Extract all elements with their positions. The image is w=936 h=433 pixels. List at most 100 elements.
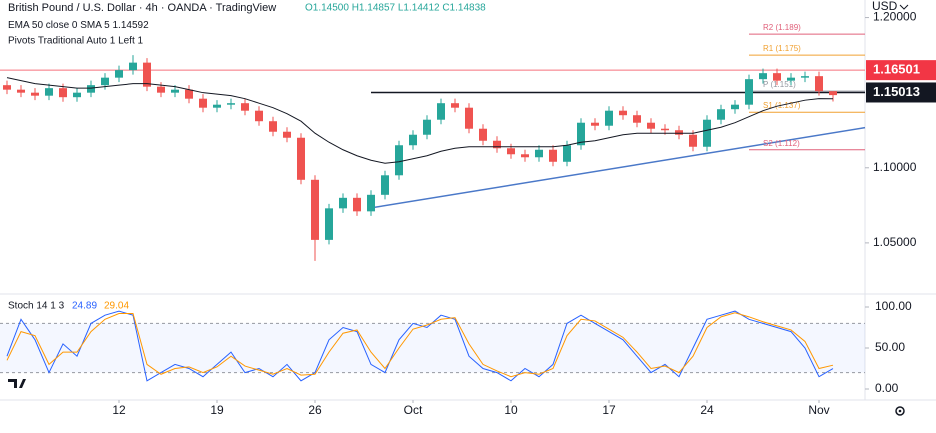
stoch-line [6, 310, 834, 382]
candle-body [227, 103, 235, 105]
candle-body [45, 88, 53, 96]
x-tick-label: 24 [700, 403, 714, 417]
stoch-title: Stoch 14 1 3 [8, 301, 65, 312]
pivot-name: P [763, 80, 768, 89]
price-label-box [866, 60, 936, 81]
candle-body [311, 179, 319, 240]
candle-body [381, 175, 389, 195]
pivot-value: (1.189) [775, 23, 801, 32]
candle-body [171, 89, 179, 93]
stoch-legend-value: 29.04 [104, 301, 129, 312]
pivot-label: S1 (1.137) [763, 101, 801, 110]
candle-body [479, 128, 487, 141]
candle-body [409, 134, 417, 146]
candle-body [367, 194, 375, 212]
price-label: 1.16501 [873, 62, 920, 77]
pivot-name: S1 [763, 101, 773, 110]
candle-body [269, 121, 277, 132]
band-fill [0, 323, 865, 373]
candle-body [619, 110, 627, 116]
candle-body [157, 86, 165, 93]
candle-body [73, 92, 81, 98]
candle-body [59, 88, 67, 98]
candle-body [451, 103, 459, 108]
price-label: 1.15013 [873, 84, 920, 99]
pivot-name: R1 [763, 44, 774, 53]
candle-body [633, 115, 641, 123]
y-tick-label: 1.05000 [873, 235, 917, 249]
candle-body [801, 76, 809, 78]
ema-name: EMA 50 close 0 SMA 5 [8, 20, 110, 31]
candle-body [115, 70, 123, 78]
candle-body [549, 149, 557, 162]
pivot-label: S2 (1.112) [763, 139, 800, 148]
candle-body [87, 85, 95, 93]
stoch-legend-value: 24.89 [72, 301, 97, 312]
tv-logo [8, 379, 26, 388]
pivot-label: P (1.151) [763, 80, 796, 89]
candle-body [199, 98, 207, 108]
candle-body [563, 145, 571, 162]
candle-body [325, 208, 333, 240]
x-tick-label: 26 [308, 403, 322, 417]
settings-icon[interactable] [895, 406, 905, 416]
ema-legend: EMA 50 close 0 SMA 5 1.14592 [8, 20, 149, 31]
candle-body [829, 91, 837, 96]
currency-dropdown[interactable] [899, 4, 909, 10]
candle-body [745, 79, 753, 105]
candle-body [3, 85, 11, 90]
ema-line [6, 77, 834, 164]
candle-body [493, 140, 501, 149]
candle-body [773, 73, 781, 81]
currency: USD [872, 0, 898, 13]
candle-body [31, 92, 39, 96]
stoch-line [6, 312, 834, 378]
candle-body [465, 107, 473, 129]
candle-body [675, 130, 683, 135]
x-tick-label: 17 [602, 403, 616, 417]
candle-body [339, 197, 347, 209]
trendline [370, 126, 866, 209]
y-tick-label: 0.00 [875, 381, 899, 395]
x-tick-label: 19 [210, 403, 224, 417]
y-tick-label: 50.00 [875, 340, 905, 354]
candle-body [353, 197, 361, 212]
candle-body [507, 148, 515, 155]
candle-body [647, 122, 655, 129]
ohlc-legend: O1.14500 H1.14857 L1.14412 C1.14838 [305, 3, 486, 14]
x-tick-label: 10 [504, 403, 518, 417]
x-tick-label: Oct [404, 403, 423, 417]
candle-body [605, 110, 613, 126]
candle-body [283, 131, 291, 138]
candle-body [255, 110, 263, 122]
candle-body [717, 109, 725, 120]
candle-body [759, 73, 767, 80]
candle-body [17, 89, 25, 93]
candle-body [731, 104, 739, 110]
candle-body [395, 145, 403, 176]
ema-value: 1.14592 [113, 20, 150, 31]
pivots-legend: Pivots Traditional Auto 1 Left 1 [8, 36, 144, 47]
y-tick-label: 100.00 [875, 299, 912, 313]
pivot-value: (1.175) [775, 44, 801, 53]
candle-body [241, 103, 249, 111]
pivot-name: R2 [763, 23, 774, 32]
candle-body [185, 89, 193, 99]
pivot-label: R1 (1.175) [763, 44, 801, 53]
candle-body [521, 154, 529, 158]
candle-body [689, 134, 697, 147]
candle-body [213, 104, 221, 108]
candle-body [423, 119, 431, 135]
pivot-name: S2 [763, 139, 773, 148]
candle-body [129, 62, 137, 71]
price-label-box [866, 82, 936, 103]
pivot-value: (1.112) [775, 139, 800, 148]
y-tick-label: 1.10000 [873, 160, 917, 174]
candle-body [535, 149, 543, 158]
candle-body [101, 77, 109, 86]
candle-body [437, 103, 445, 120]
pivot-value: (1.151) [770, 80, 796, 89]
pivot-label: R2 (1.189) [763, 23, 801, 32]
